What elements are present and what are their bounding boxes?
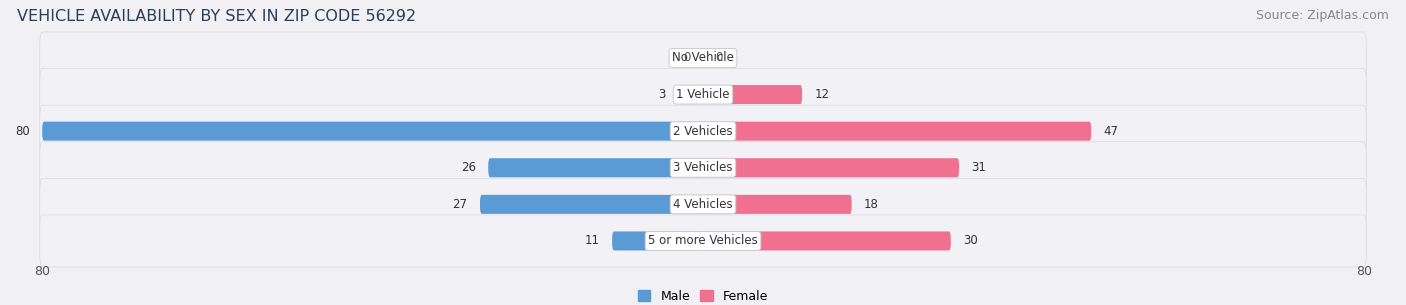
FancyBboxPatch shape <box>39 105 1367 157</box>
Text: 4 Vehicles: 4 Vehicles <box>673 198 733 211</box>
FancyBboxPatch shape <box>703 195 852 214</box>
FancyBboxPatch shape <box>678 85 703 104</box>
Text: 27: 27 <box>453 198 468 211</box>
Legend: Male, Female: Male, Female <box>633 285 773 305</box>
Text: 3 Vehicles: 3 Vehicles <box>673 161 733 174</box>
FancyBboxPatch shape <box>703 85 801 104</box>
FancyBboxPatch shape <box>39 178 1367 230</box>
Text: 2 Vehicles: 2 Vehicles <box>673 125 733 138</box>
Text: 30: 30 <box>963 235 979 247</box>
Text: 12: 12 <box>814 88 830 101</box>
FancyBboxPatch shape <box>703 231 950 250</box>
FancyBboxPatch shape <box>39 142 1367 194</box>
Text: Source: ZipAtlas.com: Source: ZipAtlas.com <box>1256 9 1389 22</box>
FancyBboxPatch shape <box>612 231 703 250</box>
FancyBboxPatch shape <box>39 69 1367 120</box>
FancyBboxPatch shape <box>42 122 703 141</box>
FancyBboxPatch shape <box>39 215 1367 267</box>
Text: 1 Vehicle: 1 Vehicle <box>676 88 730 101</box>
Text: 18: 18 <box>865 198 879 211</box>
Text: 80: 80 <box>15 125 30 138</box>
Text: VEHICLE AVAILABILITY BY SEX IN ZIP CODE 56292: VEHICLE AVAILABILITY BY SEX IN ZIP CODE … <box>17 9 416 24</box>
Text: 11: 11 <box>585 235 600 247</box>
FancyBboxPatch shape <box>703 122 1091 141</box>
Text: No Vehicle: No Vehicle <box>672 52 734 64</box>
FancyBboxPatch shape <box>479 195 703 214</box>
FancyBboxPatch shape <box>39 32 1367 84</box>
Text: 0: 0 <box>716 52 723 64</box>
Text: 47: 47 <box>1104 125 1119 138</box>
Text: 26: 26 <box>461 161 475 174</box>
Text: 31: 31 <box>972 161 987 174</box>
FancyBboxPatch shape <box>703 158 959 177</box>
FancyBboxPatch shape <box>488 158 703 177</box>
Text: 0: 0 <box>683 52 690 64</box>
Text: 5 or more Vehicles: 5 or more Vehicles <box>648 235 758 247</box>
Text: 3: 3 <box>658 88 666 101</box>
